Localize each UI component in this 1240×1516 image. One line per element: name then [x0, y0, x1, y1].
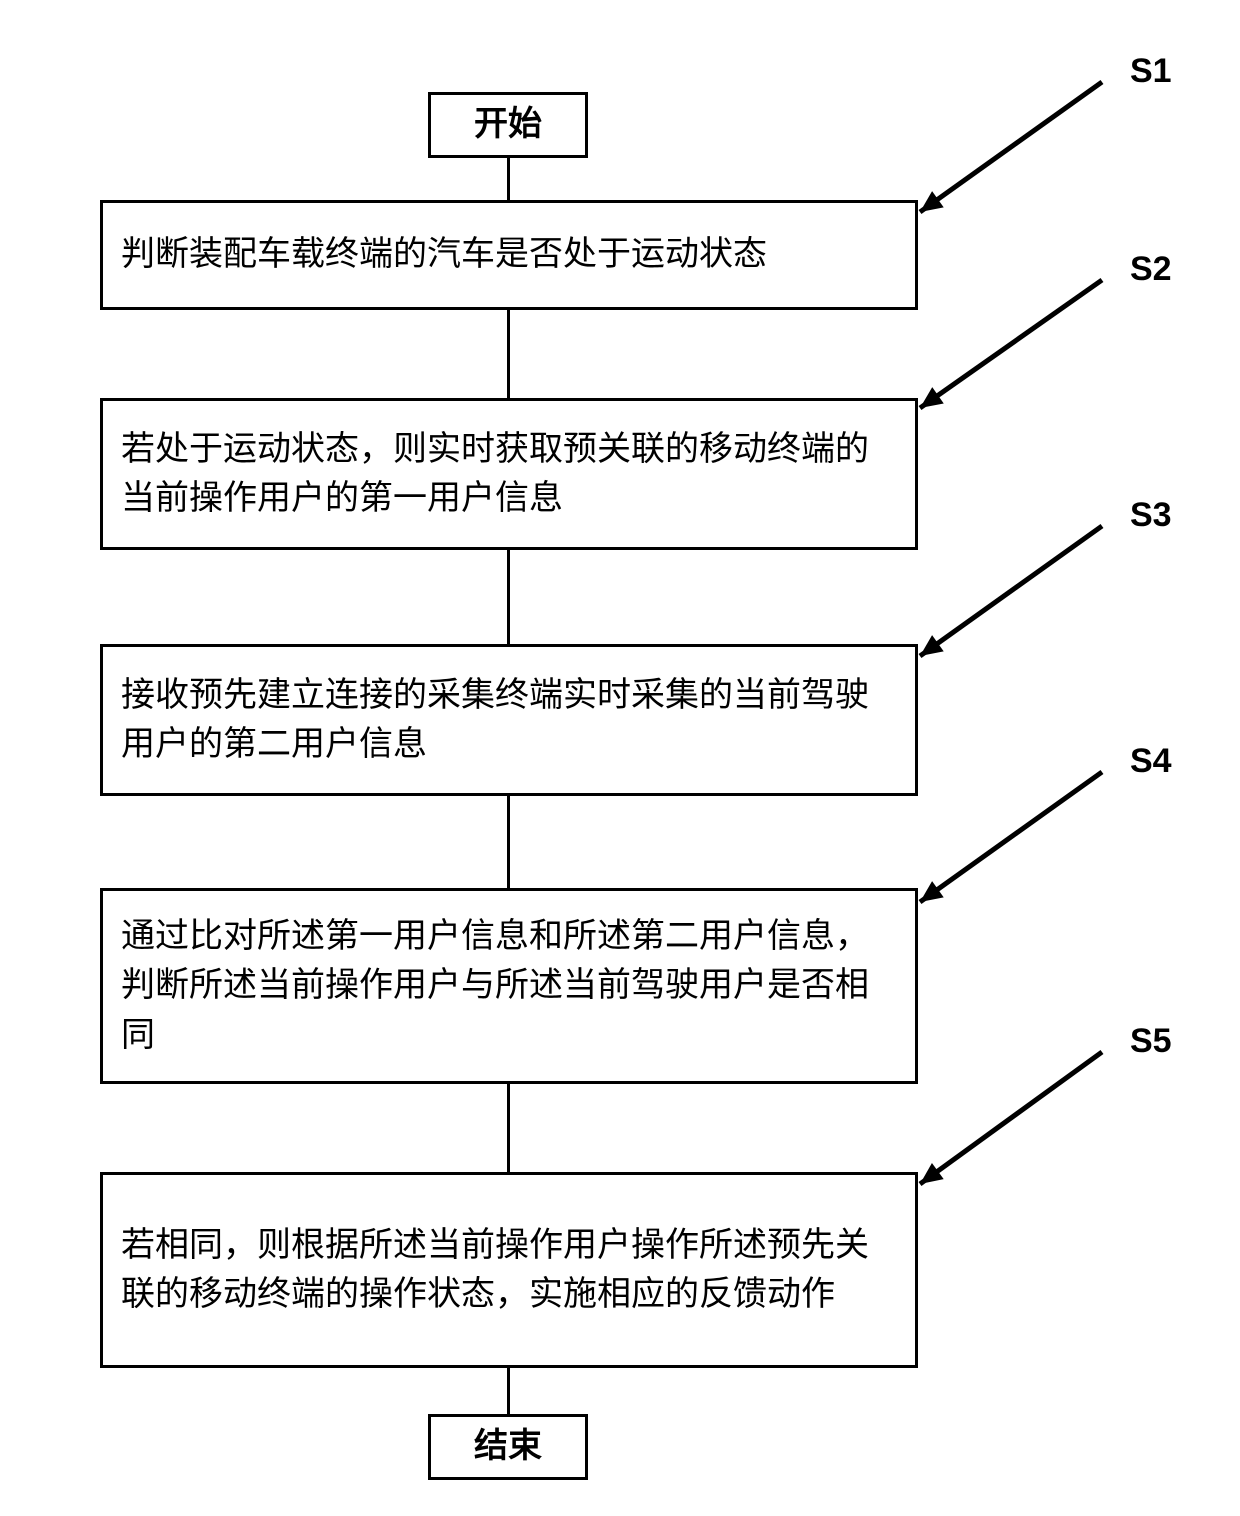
flowchart-canvas: 开始判断装配车载终端的汽车是否处于运动状态 S1 若处于运动状态，则实时获取预关联的…: [0, 0, 1240, 1516]
step-label-S1: S1: [1130, 52, 1172, 91]
step-S4-text: 通过比对所述第一用户信息和所述第二用户信息，判断所述当前操作用户与所述当前驾驶用…: [121, 912, 897, 1060]
step-S4: 通过比对所述第一用户信息和所述第二用户信息，判断所述当前操作用户与所述当前驾驶用…: [100, 888, 918, 1084]
connector: [507, 1368, 510, 1414]
connector: [507, 158, 510, 200]
end-terminal-text: 结束: [474, 1422, 542, 1471]
connector: [507, 310, 510, 398]
callout-arrow-S5: [890, 1022, 1132, 1214]
connector: [507, 1084, 510, 1172]
step-S3-text: 接收预先建立连接的采集终端实时采集的当前驾驶用户的第二用户信息: [121, 671, 897, 770]
step-label-S4: S4: [1130, 742, 1172, 781]
step-S1: 判断装配车载终端的汽车是否处于运动状态: [100, 200, 918, 310]
step-label-S2: S2: [1130, 250, 1172, 289]
callout-arrow-S4: [890, 742, 1132, 932]
callout-arrow-S2: [890, 250, 1132, 438]
callout-arrow-S3: [890, 496, 1132, 686]
start-terminal: 开始: [428, 92, 588, 158]
step-S2-text: 若处于运动状态，则实时获取预关联的移动终端的当前操作用户的第一用户信息: [121, 425, 897, 524]
end-terminal: 结束: [428, 1414, 588, 1480]
step-S5-text: 若相同，则根据所述当前操作用户操作所述预先关联的移动终端的操作状态，实施相应的反…: [121, 1221, 897, 1320]
step-label-S5: S5: [1130, 1022, 1172, 1061]
step-S3: 接收预先建立连接的采集终端实时采集的当前驾驶用户的第二用户信息: [100, 644, 918, 796]
step-S5: 若相同，则根据所述当前操作用户操作所述预先关联的移动终端的操作状态，实施相应的反…: [100, 1172, 918, 1368]
callout-arrow-S1: [890, 52, 1132, 242]
connector: [507, 550, 510, 644]
step-S2: 若处于运动状态，则实时获取预关联的移动终端的当前操作用户的第一用户信息: [100, 398, 918, 550]
start-terminal-text: 开始: [474, 100, 542, 149]
step-S1-text: 判断装配车载终端的汽车是否处于运动状态: [121, 230, 767, 279]
step-label-S3: S3: [1130, 496, 1172, 535]
connector: [507, 796, 510, 888]
